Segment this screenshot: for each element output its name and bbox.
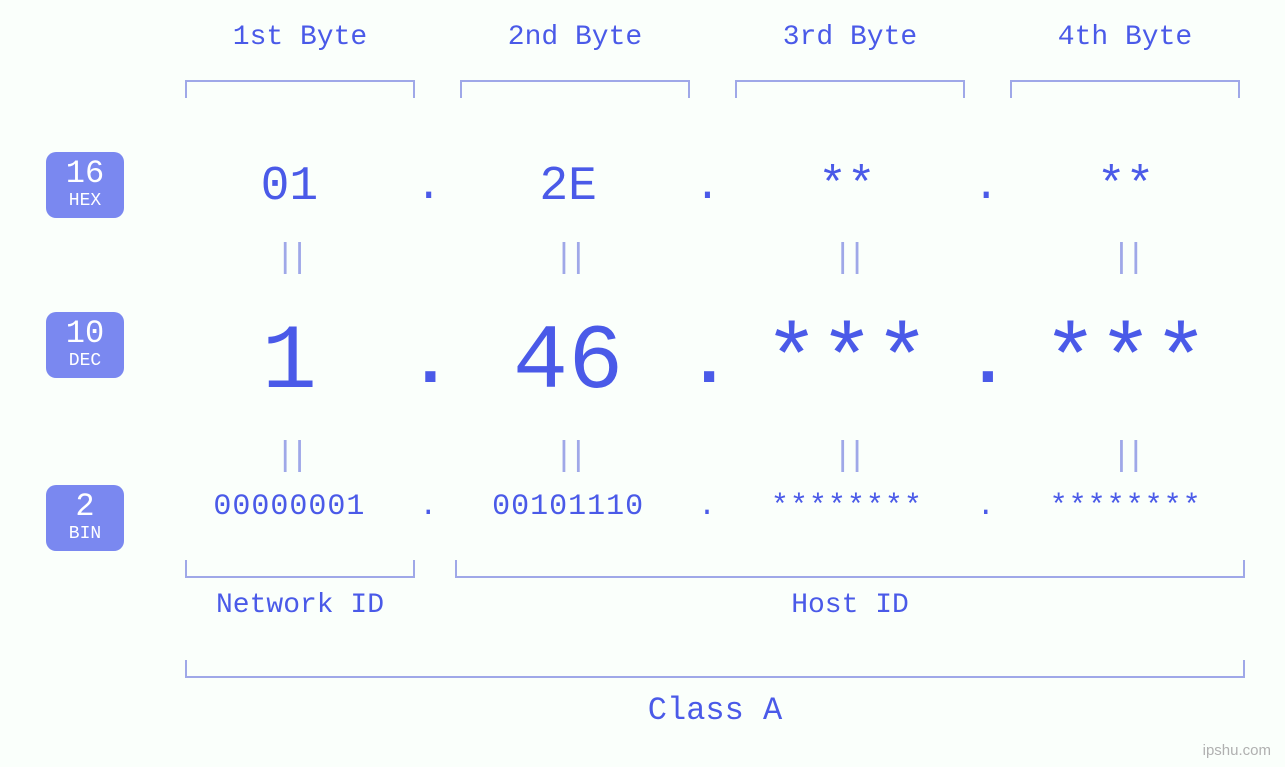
bracket-top-2	[460, 80, 690, 98]
bracket-host	[455, 560, 1245, 578]
bracket-top-1	[185, 80, 415, 98]
dot: .	[966, 490, 1006, 524]
bin-row: 00000001 . 00101110 . ******** . *******…	[170, 490, 1245, 524]
hex-base-label: HEX	[46, 192, 124, 210]
hex-byte-1: 01	[170, 160, 409, 214]
dot: .	[409, 162, 449, 212]
watermark: ipshu.com	[1203, 742, 1271, 759]
hex-badge: 16 HEX	[46, 152, 124, 218]
dec-byte-4: ***	[1006, 310, 1245, 415]
equals-icon: ||	[728, 240, 967, 278]
bracket-top-4	[1010, 80, 1240, 98]
dot: .	[966, 162, 1006, 212]
byte-header-1: 1st Byte	[170, 22, 430, 53]
dot: .	[688, 322, 728, 404]
dec-byte-3: ***	[728, 310, 967, 415]
bracket-class	[185, 660, 1245, 678]
class-label: Class A	[185, 692, 1245, 729]
byte-header-4: 4th Byte	[995, 22, 1255, 53]
equals-icon: ||	[728, 438, 967, 476]
bin-badge: 2 BIN	[46, 485, 124, 551]
equals-icon: ||	[1006, 240, 1245, 278]
equals-icon: ||	[449, 240, 688, 278]
dec-base-label: DEC	[46, 352, 124, 370]
equals-icon: ||	[170, 240, 409, 278]
bin-byte-1: 00000001	[170, 490, 409, 524]
dec-badge: 10 DEC	[46, 312, 124, 378]
dot: .	[409, 490, 449, 524]
ip-diagram: 1st Byte 2nd Byte 3rd Byte 4th Byte 16 H…	[0, 0, 1285, 767]
host-id-label: Host ID	[455, 590, 1245, 621]
bracket-network	[185, 560, 415, 578]
dot: .	[966, 322, 1006, 404]
dec-byte-2: 46	[449, 310, 688, 415]
hex-byte-3: **	[728, 160, 967, 214]
equals-icon: ||	[1006, 438, 1245, 476]
dot: .	[409, 322, 449, 404]
equals-row-2: || || || ||	[170, 438, 1245, 476]
hex-byte-4: **	[1006, 160, 1245, 214]
dec-row: 1 . 46 . *** . ***	[170, 310, 1245, 415]
bin-base-label: BIN	[46, 525, 124, 543]
equals-icon: ||	[449, 438, 688, 476]
dec-base-num: 10	[46, 318, 124, 350]
equals-icon: ||	[170, 438, 409, 476]
network-id-label: Network ID	[185, 590, 415, 621]
byte-header-2: 2nd Byte	[445, 22, 705, 53]
bin-byte-4: ********	[1006, 490, 1245, 524]
byte-header-3: 3rd Byte	[720, 22, 980, 53]
dot: .	[688, 162, 728, 212]
equals-row-1: || || || ||	[170, 240, 1245, 278]
dec-byte-1: 1	[170, 310, 409, 415]
bracket-top-3	[735, 80, 965, 98]
bin-byte-3: ********	[728, 490, 967, 524]
hex-row: 01 . 2E . ** . **	[170, 160, 1245, 214]
bin-byte-2: 00101110	[449, 490, 688, 524]
hex-base-num: 16	[46, 158, 124, 190]
dot: .	[688, 490, 728, 524]
hex-byte-2: 2E	[449, 160, 688, 214]
bin-base-num: 2	[46, 491, 124, 523]
